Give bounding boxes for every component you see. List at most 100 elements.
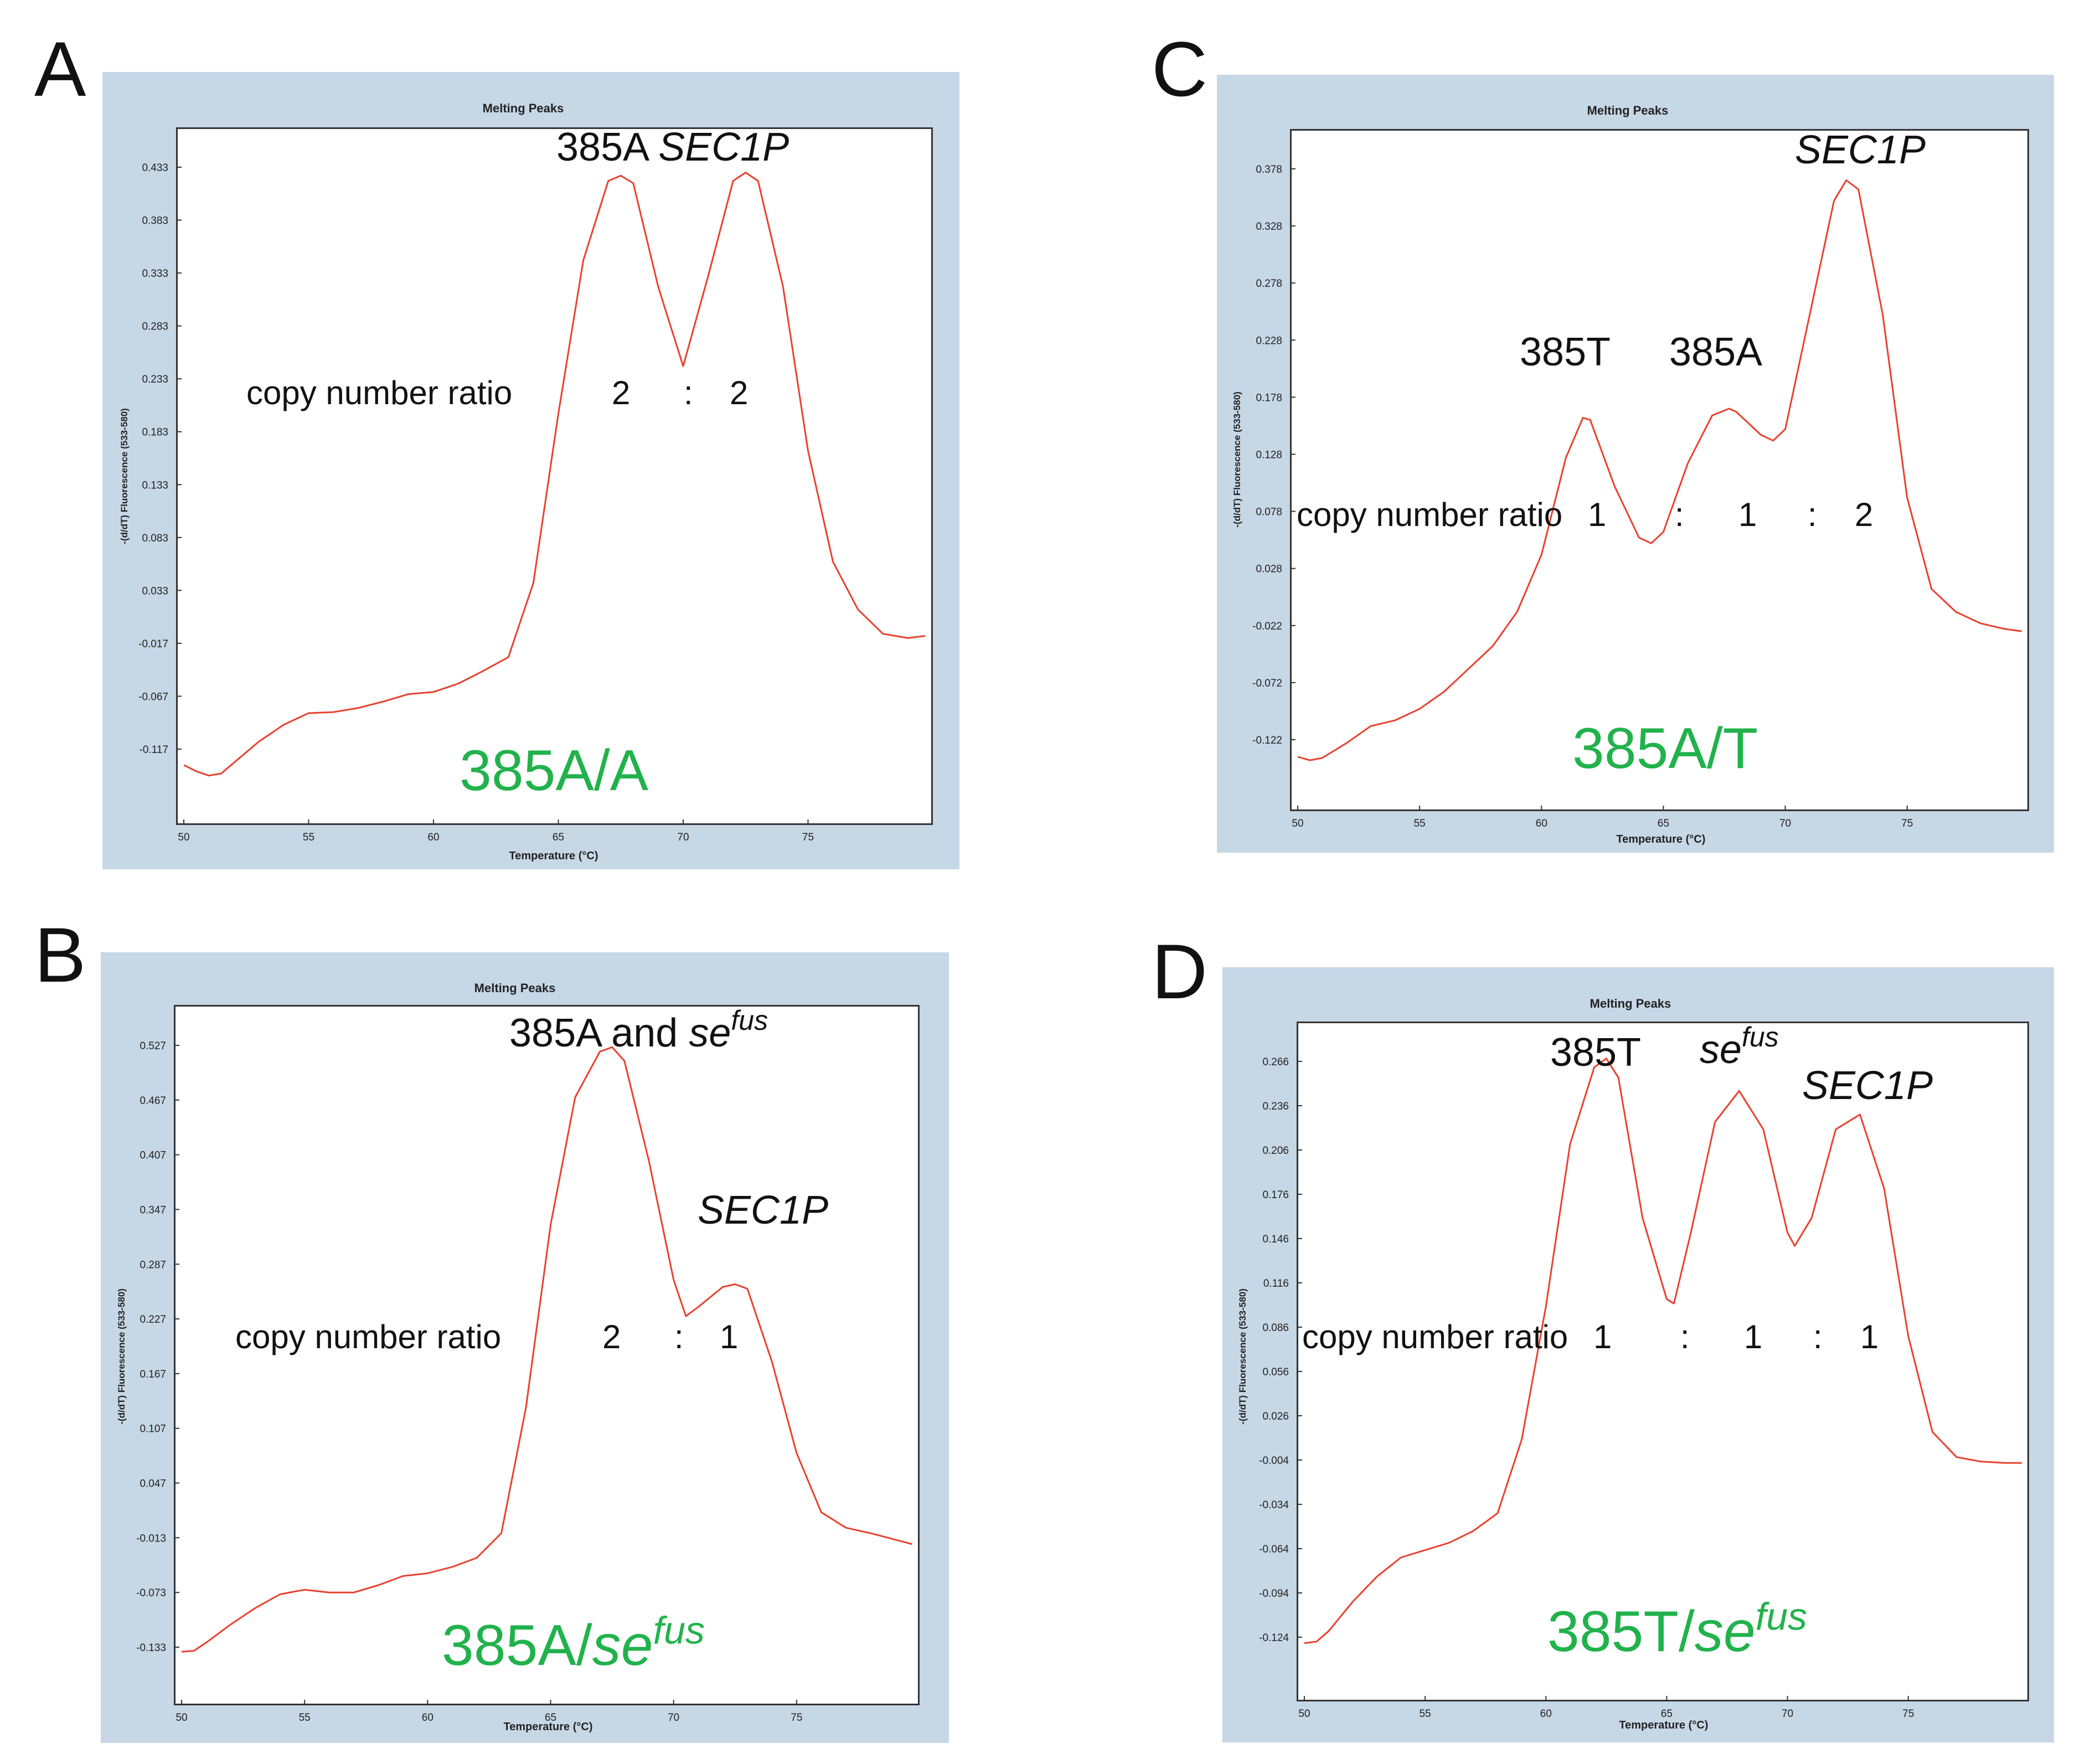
y-tick-label: 0.378 xyxy=(1256,164,1282,176)
x-tick-label: 75 xyxy=(1901,818,1913,829)
y-tick-label: 0.116 xyxy=(1263,1278,1289,1290)
plot-area xyxy=(1297,1022,2029,1701)
y-tick-label: 0.407 xyxy=(140,1150,166,1162)
ratio-value-3: 2 xyxy=(1855,496,1873,533)
y-tick-label: 0.033 xyxy=(142,585,168,597)
y-tick-label: 0.266 xyxy=(1262,1056,1289,1068)
y-tick-label: 0.086 xyxy=(1262,1322,1289,1334)
y-tick-label: 0.347 xyxy=(140,1204,166,1216)
plot-area xyxy=(174,1005,920,1705)
ratio-separator-2: : xyxy=(1808,496,1817,533)
ratio-value-3: 1 xyxy=(1860,1318,1879,1355)
y-tick-label: -0.073 xyxy=(136,1587,166,1599)
x-tick-label: 55 xyxy=(1414,818,1426,829)
peak-label-385t: 385T xyxy=(1550,1030,1642,1075)
y-tick-label: -0.013 xyxy=(136,1533,166,1544)
x-tick-label: 60 xyxy=(1536,818,1547,829)
x-axis-label: Temperature (°C) xyxy=(1616,833,1706,845)
melting-curve-line xyxy=(181,1046,913,1653)
chart-title: Melting Peaks xyxy=(482,101,564,115)
peak-label-sefus: sefus xyxy=(1700,1022,1779,1072)
copy-number-ratio-label: copy number ratio xyxy=(246,374,513,411)
ratio-value-1: 2 xyxy=(612,374,631,411)
y-tick-label: 0.083 xyxy=(142,533,168,544)
x-tick-label: 50 xyxy=(1292,818,1303,829)
y-tick-label: 0.176 xyxy=(1262,1189,1289,1201)
peak-label-385a-sefus: 385A and sefus xyxy=(509,1005,768,1055)
panel-letter-b: B xyxy=(34,911,86,998)
x-tick-label: 60 xyxy=(422,1712,433,1724)
melting-curve-line xyxy=(183,172,926,777)
x-tick-label: 70 xyxy=(1782,1708,1793,1720)
y-tick-label: 0.328 xyxy=(1256,221,1282,233)
x-axis-label: Temperature (°C) xyxy=(509,850,598,862)
y-tick-label: 0.026 xyxy=(1262,1411,1289,1422)
x-tick-label: 55 xyxy=(303,832,314,843)
y-tick-label: -0.124 xyxy=(1259,1632,1289,1644)
copy-number-ratio-label: copy number ratio xyxy=(1302,1318,1568,1355)
x-tick-label: 70 xyxy=(1779,818,1791,829)
chart-title: Melting Peaks xyxy=(474,981,556,995)
y-tick-label: -0.022 xyxy=(1252,621,1282,632)
y-tick-label: 0.433 xyxy=(142,162,168,174)
ratio-value-2: 1 xyxy=(1738,496,1757,533)
x-tick-label: 60 xyxy=(427,832,439,843)
y-tick-label: 0.233 xyxy=(142,374,168,385)
x-tick-label: 75 xyxy=(1902,1708,1914,1720)
y-tick-label: 0.206 xyxy=(1262,1145,1289,1157)
panel-letter-c: C xyxy=(1152,25,1208,112)
peak-label-sec1p: SEC1P xyxy=(1795,128,1926,172)
y-tick-label: -0.034 xyxy=(1259,1499,1289,1511)
melting-curve-line xyxy=(1304,1058,2022,1644)
y-tick-label: 0.283 xyxy=(142,321,168,333)
x-tick-label: 50 xyxy=(178,832,189,843)
ratio-value-1: 1 xyxy=(1588,496,1607,533)
x-tick-label: 75 xyxy=(791,1712,802,1724)
y-tick-label: -0.072 xyxy=(1252,678,1282,689)
y-tick-label: 0.128 xyxy=(1256,450,1282,461)
y-tick-label: 0.236 xyxy=(1262,1101,1289,1112)
y-tick-label: 0.056 xyxy=(1262,1366,1289,1378)
y-tick-label: 0.278 xyxy=(1256,278,1282,290)
y-tick-label: 0.028 xyxy=(1256,564,1282,575)
y-tick-label: -0.133 xyxy=(136,1642,166,1654)
x-tick-label: 75 xyxy=(802,832,814,843)
y-tick-label: -0.094 xyxy=(1259,1588,1289,1600)
peak-label-sec1p: SEC1P xyxy=(698,1188,829,1232)
x-tick-label: 50 xyxy=(176,1712,187,1724)
y-tick-label: 0.333 xyxy=(142,268,168,280)
x-tick-label: 65 xyxy=(553,832,564,843)
x-axis-label: Temperature (°C) xyxy=(1619,1719,1708,1731)
x-tick-label: 60 xyxy=(1540,1708,1552,1720)
x-tick-label: 65 xyxy=(1661,1708,1673,1720)
plot-area xyxy=(176,127,933,825)
x-tick-label: 55 xyxy=(299,1712,311,1724)
ratio-value-2: 2 xyxy=(730,374,749,411)
y-tick-label: 0.133 xyxy=(142,479,168,491)
x-tick-label: 50 xyxy=(1298,1708,1310,1720)
y-tick-label: -0.017 xyxy=(138,638,168,650)
genotype-label: 385T/sefus xyxy=(1547,1595,1808,1664)
y-tick-label: 0.287 xyxy=(140,1259,166,1271)
x-tick-label: 65 xyxy=(545,1712,556,1724)
y-tick-label: 0.383 xyxy=(142,215,168,227)
panel-letter-a: A xyxy=(34,25,86,112)
x-tick-label: 55 xyxy=(1420,1708,1431,1720)
x-tick-label: 65 xyxy=(1658,818,1669,829)
chart-title: Melting Peaks xyxy=(1587,104,1669,117)
ratio-separator-2: : xyxy=(1813,1318,1823,1355)
x-tick-label: 70 xyxy=(677,832,689,843)
y-tick-label: -0.122 xyxy=(1252,735,1282,746)
y-tick-label: 0.228 xyxy=(1256,335,1282,347)
peak-label-sec1p: SEC1P xyxy=(1802,1064,1933,1108)
ratio-separator-1: : xyxy=(1675,496,1684,533)
y-axis-label: -(d/dT) Fluorescence (533-580) xyxy=(1237,1288,1248,1425)
y-tick-label: 0.467 xyxy=(140,1095,166,1107)
y-tick-label: 0.183 xyxy=(142,427,168,439)
peak-label-385a: 385A xyxy=(1669,330,1763,374)
plot-area xyxy=(1290,129,2029,811)
